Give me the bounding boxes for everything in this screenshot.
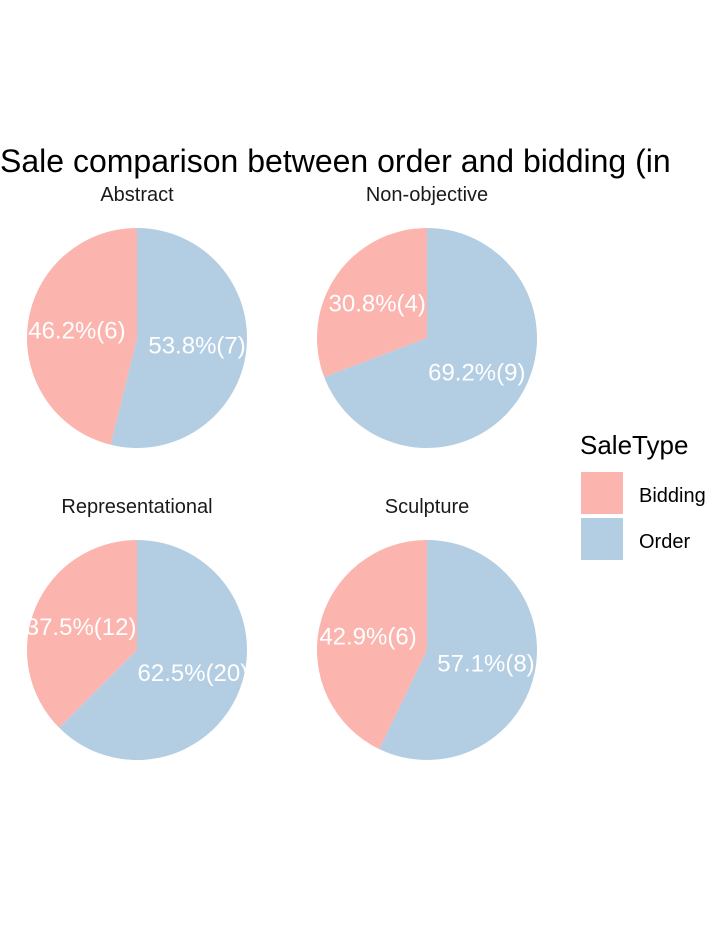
- pie-data-label-bidding: 30.8%(4): [329, 291, 426, 318]
- legend-label-order: Order: [639, 531, 690, 553]
- pie-slice-order: [324, 228, 538, 449]
- pie-data-label-bidding: 42.9%(6): [319, 624, 416, 651]
- pie-panel-sculpture: Sculpture 57.1%(8) 42.9%(6): [316, 496, 537, 760]
- pie-slice-bidding: [317, 228, 427, 378]
- pie-data-label-order: 53.8%(7): [148, 332, 245, 359]
- pie-data-label-order: 57.1%(8): [437, 650, 534, 677]
- pie-labels: 57.1%(8) 42.9%(6): [319, 624, 534, 678]
- pie-panel-representational: Representational 62.5%(20)37.5%(12): [26, 496, 249, 760]
- pie-labels: 69.2%(9) 30.8%(4): [329, 291, 526, 387]
- pie-data-label-bidding: 46.2%(6): [28, 318, 125, 345]
- legend-title: SaleType: [580, 430, 688, 460]
- pie-slice-order: [110, 227, 248, 449]
- pie-data-label-order: 62.5%(20): [138, 660, 249, 687]
- legend: SaleType Bidding Order: [580, 430, 706, 560]
- facet-label: Sculpture: [385, 496, 470, 518]
- legend-swatch-order: [581, 518, 623, 560]
- pie-slice-bidding: [27, 228, 137, 445]
- pie-labels: 62.5%(20)37.5%(12): [26, 614, 249, 687]
- pie-labels: 53.8%(7) 46.2%(6): [28, 318, 246, 360]
- pie-data-label-order: 69.2%(9): [428, 359, 525, 386]
- legend-swatch-bidding: [581, 472, 623, 514]
- legend-label-bidding: Bidding: [639, 485, 706, 507]
- pie-panel-non-objective: Non-objective 69.2%(9) 30.8%(4): [317, 184, 538, 449]
- pie-slice-order: [59, 540, 247, 760]
- pie-slice-order: [379, 540, 537, 760]
- facet-label: Non-objective: [366, 184, 488, 206]
- pie-panel-abstract: Abstract 53.8%(7) 46.2%(6): [27, 184, 248, 449]
- facet-label: Representational: [61, 496, 212, 518]
- chart-title: Sale comparison between order and biddin…: [0, 143, 671, 179]
- pie-slice-bidding: [26, 539, 137, 728]
- pie-data-label-bidding: 37.5%(12): [26, 614, 137, 641]
- pie-panels: Abstract 53.8%(7) 46.2%(6) Non-objective 69.…: [26, 184, 538, 760]
- facet-label: Abstract: [100, 184, 174, 206]
- pie-slice-bidding: [316, 540, 427, 750]
